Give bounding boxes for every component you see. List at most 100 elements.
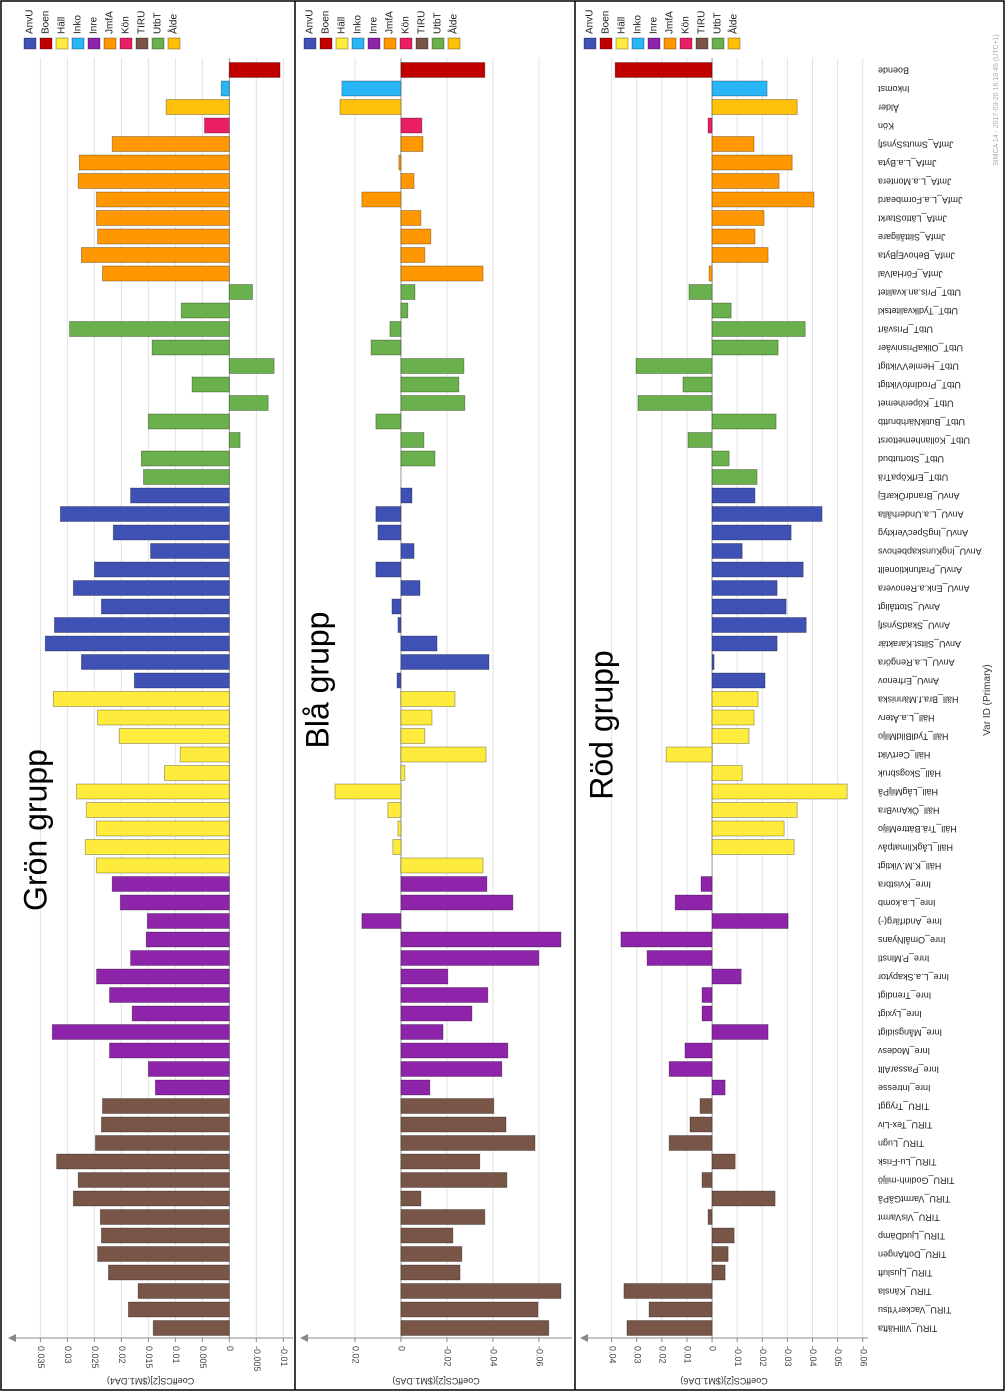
bar [152, 1320, 230, 1336]
category-label: UtbT_Prisvärt [878, 325, 934, 335]
bar [400, 987, 489, 1003]
value-axis-label: CoeffCS[2]($M1.DA6) [680, 1376, 767, 1386]
legend-label: UtbT [713, 12, 724, 34]
category-label: AnvU_Enk.a.Renovera [878, 584, 970, 594]
bar [623, 1283, 713, 1299]
category-label: TIRU_Lu-Frisk [878, 1157, 937, 1167]
category-label: AnvU_IngKunskapbehovs [878, 547, 982, 557]
bar [400, 1283, 562, 1299]
x-tick-label: -0.06 [535, 1346, 545, 1367]
x-tick-label: -0.01 [733, 1346, 743, 1367]
bar [711, 913, 789, 929]
bar [389, 321, 402, 337]
x-tick-label: 0 [708, 1346, 718, 1351]
bar [147, 413, 230, 430]
bar [396, 672, 402, 689]
bar [118, 728, 230, 744]
category-label: AnvU_SkadSynsfj [878, 621, 950, 631]
bar [77, 1172, 230, 1188]
bar [637, 395, 713, 411]
category-label: Häll_ÖkAnvBra [878, 806, 940, 816]
category-label: TIRU_Tryggt [878, 1102, 930, 1112]
legend-label: UtbT [153, 12, 164, 34]
bar [674, 894, 713, 911]
bar [164, 765, 230, 781]
category-label: AnvU_Erfrenov [878, 676, 940, 686]
legend-label: JmfA [385, 11, 396, 34]
category-label: AnvU_Prafunktionellt [878, 565, 963, 575]
category-label: Inre_Andrfärg(-) [878, 917, 942, 927]
bar [711, 228, 756, 245]
category-label: TIRU_VackerYtlsu [878, 1305, 951, 1315]
legend-swatch [303, 37, 317, 50]
bar [146, 913, 230, 929]
bar [711, 469, 758, 485]
bar [391, 598, 402, 615]
category-label: UtbT_Tydlkvalitetskl [878, 306, 958, 316]
bar [711, 173, 780, 189]
bar [97, 228, 230, 245]
legend-swatch [39, 37, 53, 50]
bar [400, 1005, 473, 1022]
category-label: Häll_K.M.Viktigt [878, 861, 942, 871]
bar [684, 1042, 713, 1059]
category-label: Inre_Modesv [878, 1046, 931, 1056]
legend-label: Inre [649, 16, 660, 34]
bar [400, 691, 456, 707]
bar [708, 265, 713, 282]
panel-title: Grön grupp [17, 749, 53, 911]
bar [711, 580, 778, 596]
bar [400, 1024, 444, 1040]
bar [99, 1209, 230, 1225]
bar [400, 284, 416, 300]
category-label: Häll_Bra.f.Människa [878, 695, 959, 705]
bar [711, 321, 806, 337]
category-label: Inre_P.Minstl [878, 954, 929, 964]
category-label: Inre_Kvistbra [878, 880, 931, 890]
bar [102, 265, 230, 282]
x-tick-label: 0.03 [63, 1346, 73, 1364]
bar [150, 543, 230, 559]
legend-label: AnvU [305, 10, 316, 34]
x-tick-label: 0 [397, 1346, 407, 1351]
legend-label: Ålde [447, 14, 460, 34]
bar [102, 1098, 230, 1114]
category-axis-label: Var ID (Primary) [982, 664, 993, 735]
bar [397, 820, 402, 837]
x-tick-label: 0.02 [657, 1346, 667, 1364]
bar [76, 783, 230, 800]
x-tick-label: 0.025 [90, 1346, 100, 1369]
bar [400, 1061, 503, 1077]
category-label: JmfA_BehovEjByta [878, 251, 955, 261]
bar [711, 247, 769, 263]
bar [339, 99, 402, 115]
category-label: Inre_L.a.Skapytor [878, 972, 949, 982]
bar [711, 839, 795, 855]
bar [707, 117, 713, 134]
legend-label: JmfA [105, 11, 116, 34]
bar [111, 136, 230, 152]
legend-swatch [351, 37, 365, 50]
category-label: AnvU_L.a.Rengöra [878, 658, 955, 668]
bar [204, 117, 230, 134]
bar [699, 1098, 713, 1114]
bar [361, 913, 402, 929]
bar [140, 450, 230, 467]
bar [400, 1172, 508, 1188]
bar [711, 339, 779, 356]
bar [127, 1301, 230, 1318]
legend-label: Inko [633, 15, 644, 34]
legend-swatch [367, 37, 381, 50]
bar [400, 265, 484, 282]
bar [400, 62, 486, 78]
category-label: UtbT_ProdInfoViktigt [878, 380, 961, 390]
bar [711, 1264, 726, 1281]
legend-label: TIRU [697, 11, 708, 34]
legend-swatch [583, 37, 597, 50]
category-label: JmfA_L.a.Montera [878, 177, 952, 187]
bar [400, 487, 413, 504]
legend-swatch [431, 37, 445, 50]
bar [180, 302, 230, 319]
bar [711, 617, 807, 633]
bar [130, 950, 230, 966]
